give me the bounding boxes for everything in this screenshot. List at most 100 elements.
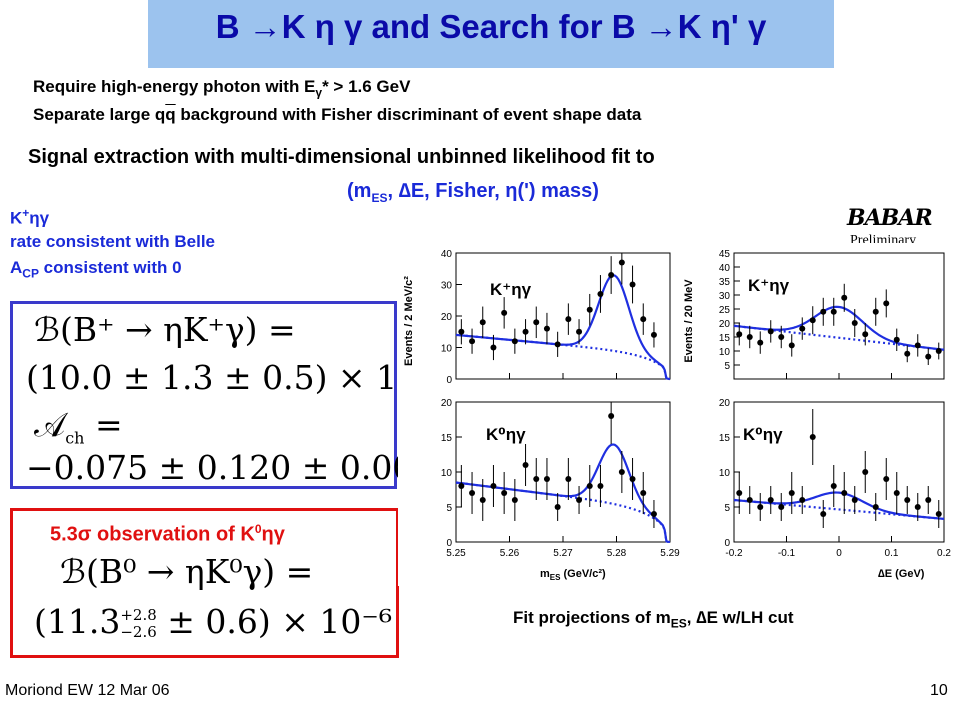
page-number: 10 (930, 682, 948, 699)
channel-k: K (10, 208, 23, 228)
data-point (778, 334, 785, 340)
bullet-background: Separate large qq background with Fisher… (33, 105, 641, 125)
ytick-label: 40 (719, 263, 731, 274)
data-point (872, 308, 879, 315)
data-point (799, 325, 806, 332)
obs-sup: 0 (254, 522, 262, 536)
data-point (893, 490, 900, 496)
signal-line2: (mES, ∆E, Fisher, η(') mass) (347, 180, 599, 205)
bullet-photon: Require high-energy photon with Eγ* > 1.… (33, 77, 410, 99)
footer-left: Moriond EW 12 Mar 06 (5, 682, 170, 699)
data-point (501, 490, 508, 496)
acp-b: consistent with 0 (38, 258, 182, 277)
data-point (469, 338, 476, 345)
data-point (629, 476, 636, 482)
rate-formula-lhs: ℬ(B⁺ → ηK⁺γ) = (34, 310, 296, 349)
data-point (830, 308, 837, 315)
data-point (883, 476, 890, 482)
ytick-label: 5 (724, 361, 730, 372)
rate-formula-value: (10.0 ± 1.3 ± 0.5) × 10⁻⁶ (26, 358, 449, 397)
data-point (851, 320, 858, 326)
data-point (757, 504, 764, 510)
data-point (925, 353, 932, 360)
data-point (543, 476, 550, 482)
data-point (597, 290, 604, 297)
caption-sub: ES (670, 616, 687, 631)
data-point (490, 344, 497, 351)
data-point (914, 504, 921, 510)
data-point (618, 469, 625, 475)
title-bar (148, 0, 834, 68)
total-fit-top-right (733, 305, 945, 351)
data-point (469, 490, 476, 496)
ytick-label: 40 (441, 249, 453, 260)
ytick-label: 10 (719, 347, 731, 358)
channel-rest: ηγ (29, 208, 50, 228)
data-point (565, 476, 572, 482)
data-point (522, 328, 529, 335)
data-point (586, 483, 593, 489)
ytick-label: 0 (446, 538, 452, 549)
data-point (650, 511, 657, 517)
bullet-photon-cut: * > 1.6 GeV (322, 77, 411, 96)
data-point (543, 325, 550, 332)
data-point (767, 328, 774, 335)
ytick-label: 0 (446, 375, 452, 386)
ytick-label: 5 (446, 503, 452, 514)
xtick-label: 5.26 (500, 548, 520, 559)
plot-frame-bottom-right (733, 401, 945, 543)
data-point (778, 504, 785, 510)
label-bottom-right: K⁰ηγ (743, 425, 783, 444)
ytick-label: 20 (719, 398, 731, 409)
b0-formula-lhs: ℬ(B⁰ → ηK⁰γ) = (60, 552, 314, 591)
signal-line2-sub: ES (371, 191, 388, 205)
ytick-label: 10 (441, 468, 453, 479)
data-point (479, 319, 486, 326)
data-point (608, 413, 615, 419)
data-point (629, 281, 636, 288)
xlabel-mes: mES (GeV/c²) (540, 568, 606, 582)
label-bottom-left: K⁰ηγ (486, 425, 526, 444)
data-point (799, 497, 806, 503)
data-point (904, 350, 911, 357)
slide-title: B →K η γ and Search for B →K η' γ (215, 8, 767, 45)
data-point (788, 490, 795, 496)
ach-sub: ch (65, 428, 85, 448)
channel-label: K+ηγ (10, 206, 49, 229)
bullet-bg-text: Separate large q (33, 105, 166, 124)
data-point (925, 497, 932, 503)
data-point (522, 462, 529, 468)
data-point (830, 483, 837, 489)
data-point (767, 497, 774, 503)
data-point (458, 328, 465, 335)
data-point (935, 511, 942, 517)
data-point (788, 342, 795, 349)
plot-frame-top-right (733, 252, 945, 380)
data-point (511, 497, 518, 503)
ytick-label: 30 (719, 291, 731, 302)
data-point (820, 308, 827, 315)
plot-frame-top-left (455, 252, 671, 380)
data-point (554, 341, 561, 348)
observation-title: 5.3σ observation of K0ηγ (50, 522, 285, 547)
babar-logo: BABAR (847, 205, 933, 231)
b0-err-dn: −2.6 (120, 623, 157, 641)
observation-box (10, 508, 399, 658)
channel-sup: + (22, 206, 30, 220)
ytick-label: 10 (719, 468, 731, 479)
data-point (904, 497, 911, 503)
data-point (862, 469, 869, 475)
acp-sub: CP (22, 266, 39, 281)
xtick-label: 5.28 (607, 548, 627, 559)
xtick-label: -0.1 (778, 548, 796, 559)
obs-a: 5.3σ observation of K (50, 523, 255, 546)
data-point (490, 483, 497, 489)
data-point (872, 504, 879, 510)
signal-line2-a: (m (347, 180, 372, 202)
label-top-right: K⁺ηγ (748, 276, 790, 295)
b0-rest: ± 0.6) × 10⁻⁶ (156, 602, 393, 641)
data-point (533, 319, 540, 326)
ytick-label: 10 (441, 344, 453, 355)
data-point (640, 316, 647, 323)
data-point (809, 434, 816, 440)
